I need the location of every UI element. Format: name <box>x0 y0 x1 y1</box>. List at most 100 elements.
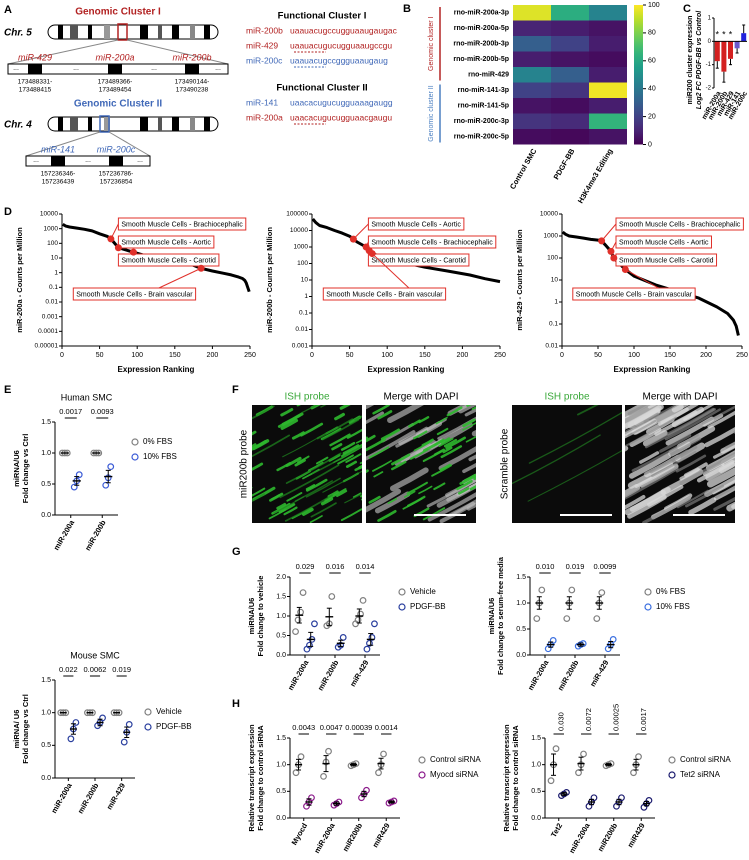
streak <box>321 418 360 441</box>
legend-marker <box>668 771 676 779</box>
streak <box>301 507 314 516</box>
ellipsis: ... <box>215 65 221 72</box>
y-axis-label: Fold change to vehicle <box>256 576 265 657</box>
legend-marker <box>644 603 652 611</box>
heat-cell <box>513 51 551 67</box>
y-tick-label: 10000 <box>40 211 58 218</box>
streak <box>442 446 453 454</box>
p-value: 0.0099 <box>594 562 617 571</box>
highlight-point <box>621 266 629 274</box>
p-value: 0.0072 <box>584 708 593 731</box>
heat-cell <box>589 20 627 36</box>
colorbar-tick-label: 60 <box>648 58 656 65</box>
chromosome-label: Chr. 4 <box>4 120 32 131</box>
sequence: uaauacugccggguaaugaug <box>290 55 388 65</box>
panel-label: H <box>232 698 240 710</box>
highlight-label: Smooth Muscle Cells - Carotid <box>619 257 714 264</box>
legend-label: Control siRNA <box>680 755 731 764</box>
functional-title: Functional Cluster I <box>278 11 367 22</box>
y-axis-label: miRNA/ U6 <box>12 710 21 749</box>
streak <box>445 436 466 450</box>
streak <box>625 494 646 510</box>
gene-label: miR-200a <box>95 52 134 62</box>
connector <box>601 223 617 242</box>
streak <box>372 460 392 472</box>
heat-cell <box>551 129 589 145</box>
legend-marker <box>644 588 652 596</box>
gene-block <box>108 64 122 74</box>
y-tick-label: 0.0 <box>516 652 526 659</box>
x-tick-label: 0 <box>60 352 64 359</box>
chromosome-band <box>190 117 195 131</box>
chromosome-band <box>204 117 210 131</box>
panel-label: D <box>4 206 12 218</box>
streak <box>285 456 302 468</box>
p-value: 0.016 <box>326 562 345 571</box>
y-tick-label: 1000 <box>44 225 59 232</box>
streak <box>434 439 444 446</box>
highlight-label: Smooth Muscle Cells - Carotid <box>371 257 466 264</box>
chromosome-band <box>172 25 179 39</box>
streak <box>331 443 343 451</box>
x-tick-label: 100 <box>628 352 640 359</box>
streak <box>284 494 333 522</box>
p-value: 0.030 <box>557 712 566 731</box>
streak <box>443 438 458 448</box>
data-point <box>120 738 128 746</box>
y-tick-label: 100000 <box>286 211 308 218</box>
bar <box>721 41 727 72</box>
streak <box>469 485 476 491</box>
streak <box>704 427 735 448</box>
data-point <box>299 589 307 596</box>
data-point <box>311 620 318 628</box>
y-tick-label: 0.1 <box>549 321 558 328</box>
x-tick-label: 150 <box>664 352 676 359</box>
mirna-name: miR-200b <box>246 25 283 35</box>
streak <box>374 491 411 514</box>
streak <box>342 444 360 455</box>
p-value: 0.0062 <box>84 665 107 674</box>
data-point <box>292 628 299 635</box>
coordinate: 157236439 <box>42 179 75 186</box>
streak <box>377 410 393 420</box>
y-tick-label: 0.5 <box>276 788 286 795</box>
y-axis-label: miRNA/U6 <box>247 598 256 635</box>
y-tick-label: 1.0 <box>516 600 526 607</box>
y-tick-label: 1.0 <box>531 762 541 769</box>
data-point <box>107 463 115 471</box>
streak <box>701 405 735 425</box>
p-value: 0.014 <box>356 562 375 571</box>
micrograph-content <box>512 405 622 502</box>
x-axis-label: Expression Ranking <box>118 365 195 374</box>
row-label: rno-miR-141-5p <box>458 103 509 110</box>
mirna-name: miR-141 <box>246 97 278 107</box>
streak <box>431 464 453 477</box>
data-point <box>325 747 332 755</box>
streak <box>355 439 362 444</box>
group-label: Genomic cluster I <box>428 16 435 71</box>
y-tick-label: 0.0 <box>41 775 51 782</box>
streak <box>439 463 451 471</box>
y-tick-label: 1.5 <box>516 574 526 581</box>
micrograph-content <box>366 405 476 523</box>
chromosome-band <box>140 117 148 131</box>
highlight-point <box>107 235 115 243</box>
streak <box>320 497 334 506</box>
streak <box>391 460 407 471</box>
streak <box>305 484 316 491</box>
y-tick-label: 0.5 <box>41 481 51 488</box>
y-tick-label: 0.0001 <box>38 328 58 335</box>
data-point <box>328 593 336 600</box>
streak <box>660 407 689 425</box>
streak <box>440 445 463 459</box>
streak <box>462 418 476 428</box>
x-tick-label: 200 <box>207 352 219 359</box>
legend-label: PDGF-BB <box>410 602 446 611</box>
label-box <box>72 287 197 301</box>
streak <box>285 452 342 484</box>
data-point <box>75 471 83 479</box>
streak <box>366 488 402 513</box>
highlight-label: Smooth Muscle Cells - Carotid <box>121 257 216 264</box>
x-tick-label: 100 <box>131 352 143 359</box>
streak <box>252 434 291 458</box>
